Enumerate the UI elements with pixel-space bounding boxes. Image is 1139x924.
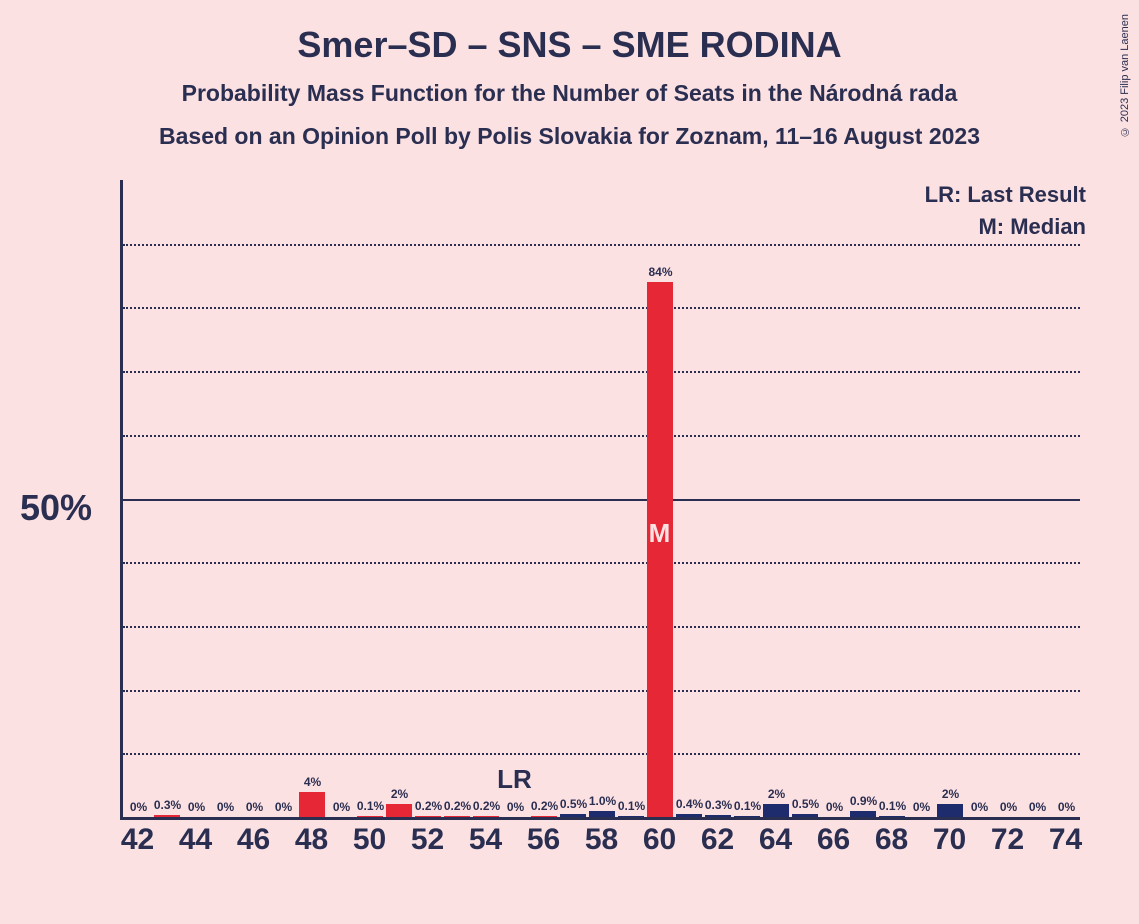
x-axis-label: 72 [991, 823, 1024, 857]
x-axis-label: 68 [875, 823, 908, 857]
median-marker: M [649, 518, 671, 549]
chart-title: Smer–SD – SNS – SME RODINA [0, 0, 1139, 66]
bar [154, 815, 180, 817]
bar [444, 816, 470, 817]
x-axis-label: 58 [585, 823, 618, 857]
x-axis-label: 66 [817, 823, 850, 857]
y-axis-label: 50% [20, 487, 92, 529]
bar [473, 816, 499, 817]
chart-subtitle-1: Probability Mass Function for the Number… [0, 80, 1139, 107]
x-axis-label: 44 [179, 823, 212, 857]
bar [676, 814, 702, 817]
x-axis-label: 52 [411, 823, 444, 857]
x-axis-label: 48 [295, 823, 328, 857]
chart-subtitle-2: Based on an Opinion Poll by Polis Slovak… [0, 123, 1139, 150]
x-axis-label: 60 [643, 823, 676, 857]
x-axis-label: 62 [701, 823, 734, 857]
x-axis-label: 70 [933, 823, 966, 857]
bar [705, 815, 731, 817]
bar [618, 816, 644, 817]
chart-area: 50% LR: Last Result M: Median 0%0.3%0%0%… [120, 180, 1090, 820]
bar [792, 814, 818, 817]
x-axis-label: 46 [237, 823, 270, 857]
bar [531, 816, 557, 817]
x-axis-label: 54 [469, 823, 502, 857]
copyright-text: © 2023 Filip van Laenen [1119, 14, 1131, 137]
bar-value-label: 4% [288, 775, 338, 789]
x-axis-label: 50 [353, 823, 386, 857]
x-axis-label: 64 [759, 823, 792, 857]
bar [560, 814, 586, 817]
x-axis-label: 56 [527, 823, 560, 857]
bar [357, 816, 383, 817]
x-axis-label: 74 [1049, 823, 1082, 857]
bar-value-label: 84% [636, 265, 686, 279]
lr-marker: LR [497, 764, 532, 795]
x-axis-label: 42 [121, 823, 154, 857]
plot-region: 0%0.3%0%0%0%0%4%0%0.1%2%0.2%0.2%0.2%0%0.… [120, 180, 1080, 820]
bar [734, 816, 760, 817]
bar [415, 816, 441, 817]
bar-value-label: 0% [1042, 800, 1092, 814]
bar [879, 816, 905, 817]
